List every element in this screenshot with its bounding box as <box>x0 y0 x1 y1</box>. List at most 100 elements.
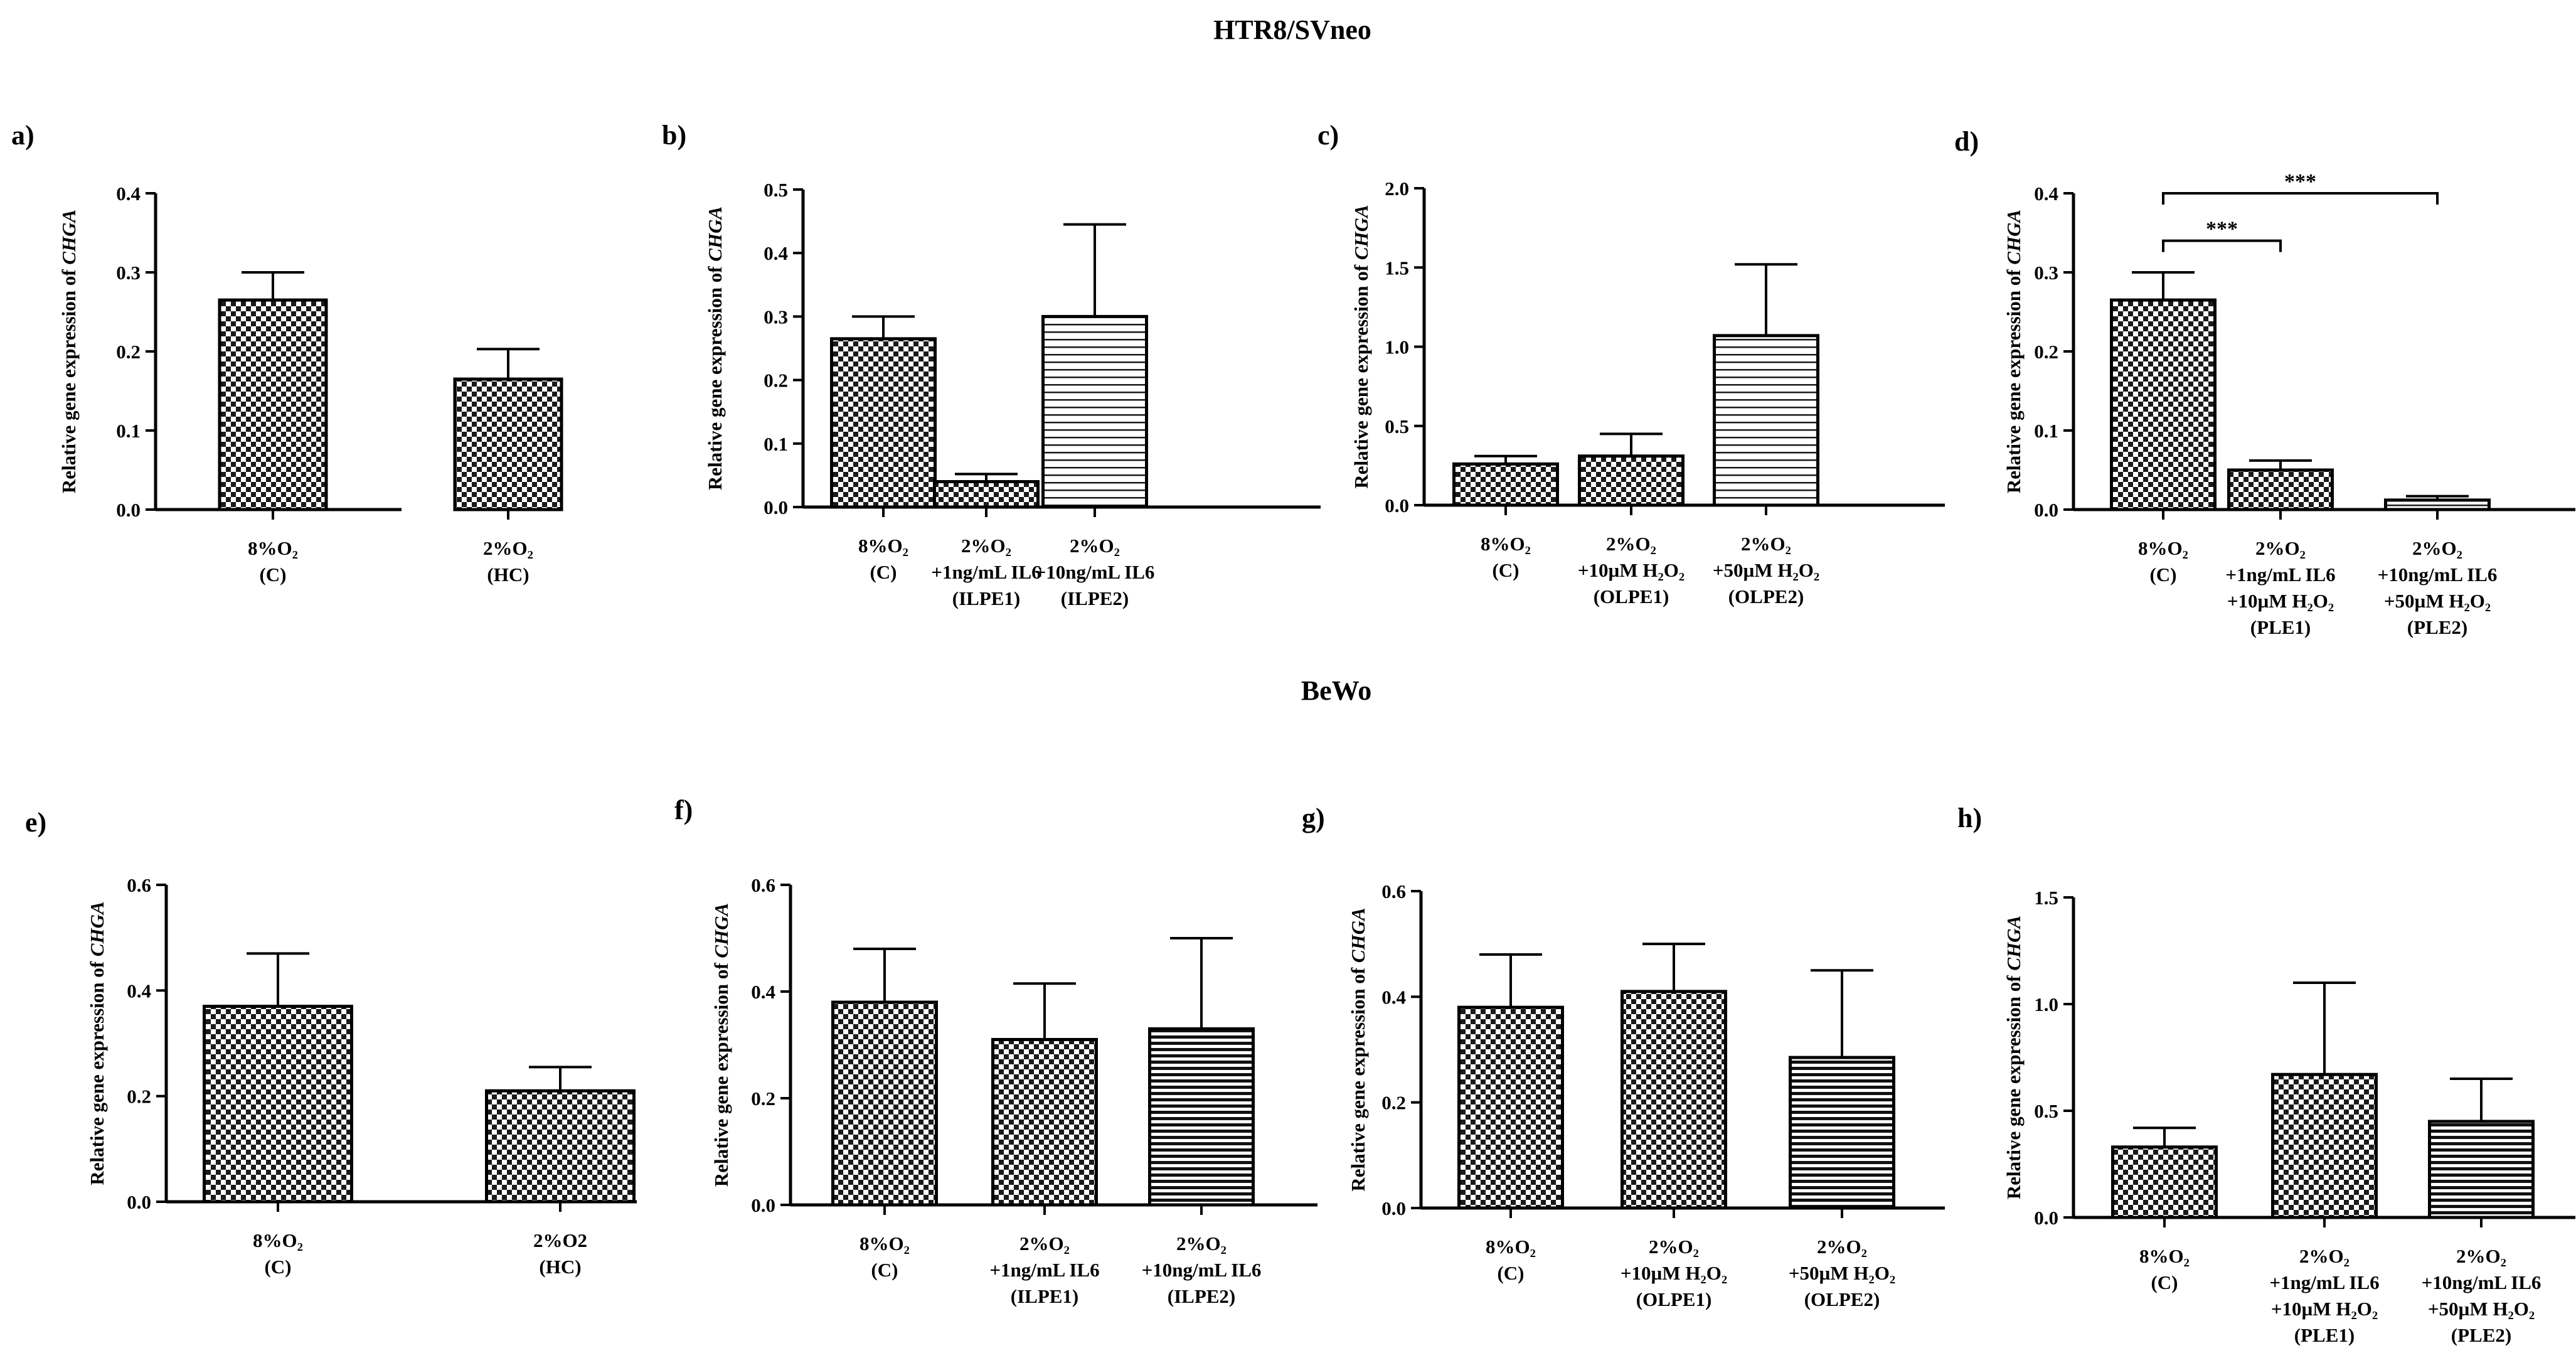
bar <box>453 377 563 511</box>
x-tick-label: +10µM H₂O₂ <box>1621 1262 1727 1284</box>
chart-panel-5: e) Relative gene expression of CHGA 0.0 0.2… <box>25 807 637 1278</box>
chart-panel-2: b) Relative gene expression of CHGA 0.0 0.1… <box>662 120 1321 609</box>
bar <box>1041 314 1148 509</box>
x-tick-label: +50µM H₂O₂ <box>2428 1298 2535 1320</box>
x-tick-label: (PLE1) <box>2250 616 2311 638</box>
y-tick-label: 0.1 <box>764 433 788 455</box>
y-tick-label: 1.5 <box>1385 257 1409 279</box>
significance-label: *** <box>2284 170 2316 193</box>
y-axis-title-gene: CHGA <box>2003 210 2025 265</box>
panel-label: c) <box>1317 120 1339 151</box>
y-tick-label: 0.6 <box>1381 880 1406 902</box>
y-axis-title-gene: CHGA <box>86 901 108 956</box>
y-axis-title-text: Relative gene expression of <box>2003 265 2025 493</box>
bar <box>485 1089 636 1204</box>
x-tick-label: (C) <box>2151 1271 2178 1293</box>
y-tick-label: 0.1 <box>2034 420 2058 442</box>
bar <box>1452 462 1559 507</box>
x-tick-label: (OLPE2) <box>1728 586 1804 607</box>
y-axis-title: Relative gene expression of CHGA <box>710 903 732 1187</box>
y-axis-title-gene: CHGA <box>704 206 726 262</box>
bar <box>831 1000 938 1207</box>
y-tick-label: 0.0 <box>2034 1207 2058 1229</box>
x-tick-label: +1ng/mL IL6 <box>2269 1271 2379 1293</box>
x-tick-label: 2%O2 <box>533 1229 587 1251</box>
y-tick-label: 0.2 <box>751 1088 775 1110</box>
x-tick-label: (OLPE1) <box>1594 586 1669 607</box>
y-tick-label: 1.0 <box>1385 336 1409 358</box>
panel-label: e) <box>25 807 46 838</box>
x-tick-label: 8%O₂ <box>2139 1245 2190 1267</box>
x-tick-label: 2%O₂ <box>1741 533 1791 555</box>
x-tick-label: (C) <box>870 561 897 583</box>
x-tick-label: (ILPE1) <box>952 587 1021 609</box>
bar <box>203 1005 353 1204</box>
x-tick-label: (ILPE1) <box>1011 1285 1079 1307</box>
x-tick-label: 2%O₂ <box>1817 1236 1867 1258</box>
section-title-bottom: BeWo <box>1301 675 1371 706</box>
x-tick-label: (C) <box>259 564 286 586</box>
x-tick-label: +10µM H₂O₂ <box>1578 559 1685 581</box>
x-tick-label: (C) <box>871 1259 898 1281</box>
y-tick-label: 0.4 <box>2034 183 2058 205</box>
chart-panel-1: a) Relative gene expression of CHGA 0.0 0.1… <box>11 120 563 586</box>
x-tick-label: +10µM H₂O₂ <box>2271 1298 2378 1320</box>
y-axis-title-gene: CHGA <box>710 903 732 958</box>
y-axis-title-gene: CHGA <box>1350 205 1372 260</box>
x-tick-label: (PLE2) <box>2407 616 2467 638</box>
y-tick-label: 0.2 <box>764 370 788 392</box>
bar <box>2111 1145 2218 1219</box>
y-axis-title: Relative gene expression of CHGA <box>704 206 726 490</box>
x-tick-label: (HC) <box>539 1256 581 1278</box>
x-tick-label: 8%O₂ <box>2138 537 2188 559</box>
y-axis-title-text: Relative gene expression of <box>710 958 732 1187</box>
charts-layer: a) Relative gene expression of CHGA 0.0 0.1… <box>11 120 2575 1346</box>
x-tick-label: +10ng/mL IL6 <box>2422 1271 2541 1293</box>
panel-label: b) <box>662 120 686 151</box>
x-tick-label: +1ng/mL IL6 <box>931 561 1041 583</box>
x-tick-label: (PLE1) <box>2294 1324 2355 1346</box>
bar <box>2428 1120 2535 1219</box>
x-tick-label: 2%O₂ <box>2456 1245 2506 1267</box>
y-axis-title: Relative gene expression of CHGA <box>2003 210 2025 493</box>
y-tick-label: 0.4 <box>116 183 141 205</box>
y-tick-label: 0.3 <box>764 306 788 328</box>
y-tick-label: 0.0 <box>2034 499 2058 521</box>
y-axis-title-text: Relative gene expression of <box>1347 963 1369 1191</box>
x-tick-label: 8%O₂ <box>253 1229 303 1251</box>
bar <box>1713 334 1819 507</box>
bar <box>1578 454 1685 507</box>
x-tick-label: 2%O₂ <box>2299 1245 2350 1267</box>
bar <box>1789 1056 1895 1210</box>
bar <box>933 480 1040 509</box>
x-tick-label: +10µM H₂O₂ <box>2227 590 2334 612</box>
y-tick-label: 0.3 <box>116 262 141 284</box>
y-tick-label: 0.0 <box>127 1191 151 1213</box>
panel-label: d) <box>1954 126 1979 157</box>
y-tick-label: 0.2 <box>127 1086 151 1108</box>
y-axis-title-gene: CHGA <box>2003 916 2025 971</box>
bar <box>1621 990 1727 1210</box>
y-tick-label: 0.3 <box>2034 262 2058 284</box>
bar <box>1457 1005 1564 1210</box>
x-tick-label: +1ng/mL IL6 <box>989 1259 1099 1281</box>
x-tick-label: (C) <box>1497 1262 1524 1284</box>
y-tick-label: 0.0 <box>1385 495 1409 516</box>
y-tick-label: 0.5 <box>2034 1100 2058 1122</box>
x-tick-label: 2%O₂ <box>1649 1236 1699 1258</box>
x-tick-label: +50µM H₂O₂ <box>1789 1262 1895 1284</box>
y-axis-title-gene: CHGA <box>1347 907 1369 963</box>
y-axis-title: Relative gene expression of CHGA <box>86 901 108 1185</box>
chart-panel-6: f) Relative gene expression of CHGA 0.0 0.2… <box>674 794 1317 1307</box>
y-tick-label: 0.5 <box>1385 415 1409 437</box>
x-tick-label: +10ng/mL IL6 <box>1142 1259 1262 1281</box>
y-axis-title-text: Relative gene expression of <box>58 265 80 493</box>
y-tick-label: 0.0 <box>1381 1197 1406 1219</box>
x-tick-label: 2%O₂ <box>1606 533 1656 555</box>
chart-panel-8: h) Relative gene expression of CHGA 0.0 0.5… <box>1957 803 2575 1346</box>
x-tick-label: 2%O₂ <box>961 535 1011 557</box>
y-tick-label: 0.0 <box>764 496 788 518</box>
y-tick-label: 0.4 <box>751 981 775 1003</box>
x-tick-label: +1ng/mL IL6 <box>2225 564 2335 586</box>
